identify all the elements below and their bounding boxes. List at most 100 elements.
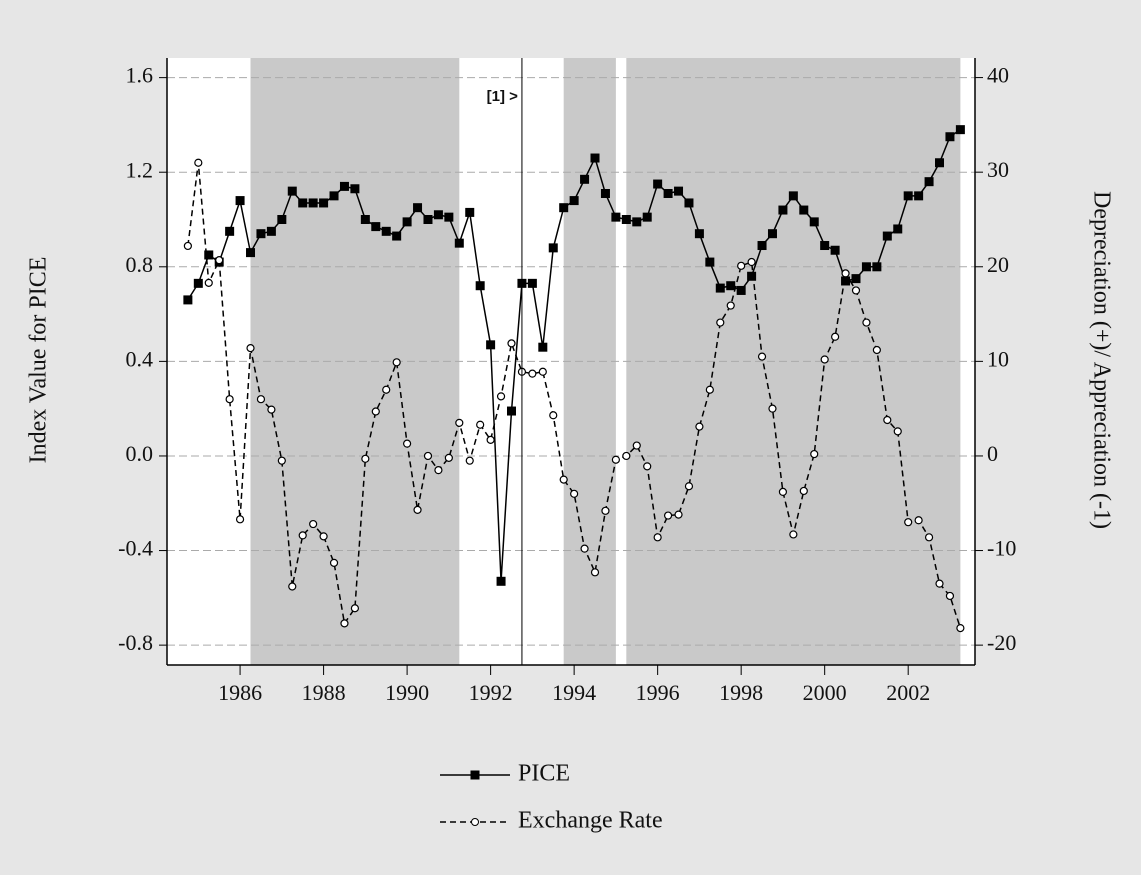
point [830,245,840,255]
point [288,582,297,591]
point [486,435,495,444]
annotation: [1] > [487,88,519,105]
point [350,604,360,613]
y2-tick-label: -20 [987,630,1016,655]
point [695,422,704,431]
point [580,174,590,184]
x-tick-label: 1996 [636,680,680,705]
point [475,281,485,291]
point [319,532,328,541]
point [914,516,923,525]
point [778,487,788,496]
point [705,257,715,267]
point [308,198,318,208]
point [674,186,684,196]
point [715,283,725,293]
point [945,132,955,142]
point [413,505,422,514]
y-tick-label: 0.0 [126,441,154,466]
point [924,177,934,187]
legend-label: Exchange Rate [518,808,663,834]
x-tick-label: 1990 [385,680,429,705]
point [496,576,506,586]
point [945,591,955,601]
point [381,226,391,236]
x-tick-label: 1998 [719,680,763,705]
point [716,318,725,327]
point [841,269,850,278]
point [684,482,694,491]
y2-tick-label: 30 [987,157,1009,182]
mark-layer [183,125,965,633]
point [935,579,944,588]
x-tick-label: 1994 [552,680,596,705]
point [225,226,235,236]
y-tick-label: -0.8 [118,630,153,655]
point [653,179,663,189]
point [914,191,924,201]
y2-tick-label: 0 [987,441,998,466]
point [371,407,380,416]
point [528,369,537,378]
point [339,181,349,191]
point [736,285,746,295]
y-axis-title: Index Value for PICE [26,257,52,464]
x-tick-label: 1992 [469,680,513,705]
point [767,229,777,239]
point [903,191,913,201]
point [423,451,433,461]
point [225,395,234,404]
point [955,125,965,135]
point [872,262,882,272]
point [298,198,308,208]
point [559,475,568,484]
point [809,217,819,227]
point [402,217,412,227]
point [204,250,214,260]
point [893,224,903,234]
point [590,568,600,577]
point [820,241,830,251]
point [454,238,464,248]
point [882,231,892,241]
point [266,226,276,236]
point [183,241,192,251]
point [831,332,840,341]
legend-marker [470,770,480,780]
x-tick-label: 1986 [218,680,262,705]
point [768,404,777,413]
y-tick-label: 1.2 [126,157,154,182]
point [799,205,809,215]
point [444,212,454,222]
point [350,184,360,194]
point [194,158,203,167]
point [861,262,871,272]
legend-label: PICE [518,761,570,787]
point [486,340,496,350]
point [726,281,736,291]
point [287,186,297,196]
point [883,415,892,425]
point [904,518,913,527]
y-tick-label: 1.6 [126,63,154,88]
y2-tick-label: -10 [987,536,1016,561]
y-tick-label: 0.4 [126,346,154,371]
point [601,506,610,515]
point [788,191,798,201]
point [570,489,579,498]
point [506,406,516,416]
point [841,276,851,286]
point [434,466,443,475]
point [747,257,756,267]
point [465,207,475,217]
point [935,158,945,168]
point [726,301,735,310]
point [256,395,266,404]
point [392,358,401,367]
point [235,515,245,524]
point [246,344,255,353]
point [267,405,276,414]
point [684,198,694,208]
point [674,510,683,519]
